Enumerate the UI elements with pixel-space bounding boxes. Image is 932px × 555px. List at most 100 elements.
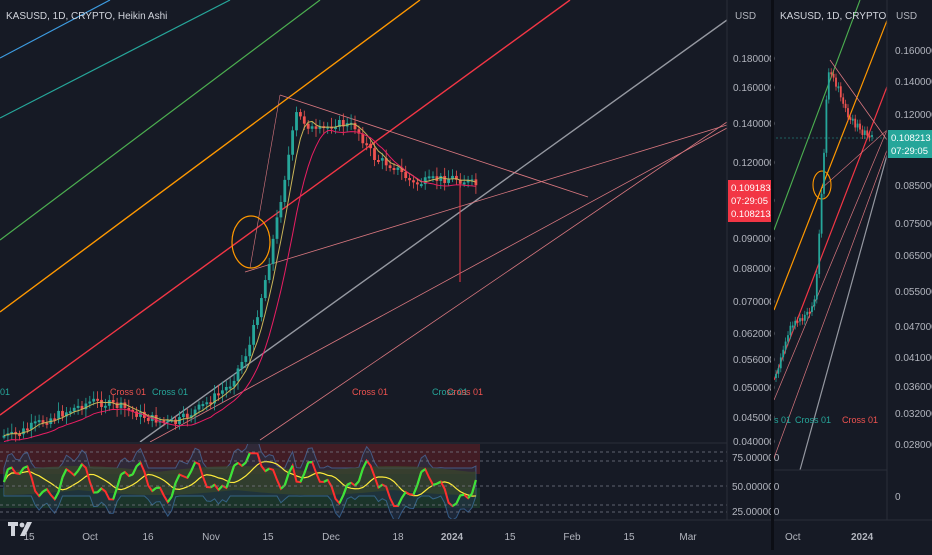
osc-up-segment (308, 462, 312, 463)
candle-body (381, 158, 384, 161)
candle-body (420, 184, 423, 186)
cross-label: Cross 01 (110, 387, 146, 397)
candle-body (811, 306, 813, 312)
candle-body (780, 357, 782, 368)
candle-body (869, 136, 871, 138)
right-price-tag: 0.108213 07:29:05 (888, 130, 932, 158)
right-candles (775, 68, 873, 382)
price-label: 0.160000 (895, 46, 932, 57)
candle-body (88, 402, 91, 404)
candle-body (365, 143, 368, 145)
right-price-axis[interactable]: 0.1600000.1400000.1200000.1000000.085000… (895, 46, 932, 451)
candle-body (792, 325, 794, 327)
candle-body (782, 350, 784, 358)
candle-body (821, 194, 823, 234)
candle-body (802, 318, 804, 321)
candle-body (852, 119, 854, 121)
candle-body (260, 298, 263, 317)
right-currency-label[interactable]: USD (896, 11, 917, 22)
candle-body (842, 97, 844, 103)
candle-body (116, 403, 119, 408)
candle-body (377, 160, 380, 162)
right-cross-labels: s 01 Cross 01 Cross 01 (774, 415, 878, 425)
candle-body (221, 390, 224, 393)
candle-body (408, 178, 411, 180)
right-osc-label: 0 (895, 492, 901, 503)
candle-body (806, 312, 808, 315)
candle-body (280, 202, 283, 217)
cross-label: 01 (0, 387, 10, 397)
candle-body (816, 274, 818, 299)
countdown: 07:29:05 (731, 196, 768, 207)
candle-body (112, 400, 115, 402)
price-label: 0.180000 (733, 54, 775, 65)
candle-body (248, 345, 251, 356)
osc-up-segment (8, 468, 12, 470)
left-chart-pane[interactable]: KASUSD, 1D, CRYPTO, Heikin Ashi 01 Cross… (0, 0, 780, 550)
candle-body (182, 414, 185, 417)
candle-body (369, 144, 372, 148)
osc-up-segment (24, 466, 28, 468)
right-time-label[interactable]: Oct (785, 532, 801, 543)
price-label: 0.120000 (895, 110, 932, 121)
right-chart-pane[interactable]: KASUSD, 1D, CRYPTO s 01 Cross 01 Cross 0… (774, 0, 932, 543)
candle-body (38, 420, 41, 422)
candle-body (252, 325, 255, 345)
time-label: 15 (623, 532, 635, 543)
candle-body (291, 130, 294, 154)
candle-body (854, 119, 856, 128)
candle-body (814, 299, 816, 306)
candle-body (100, 400, 103, 407)
candle-body (42, 420, 45, 423)
candle-body (225, 387, 228, 390)
tradingview-logo-icon[interactable] (8, 518, 34, 540)
cross-label: Cross 01 (795, 415, 831, 425)
candle-body (412, 180, 415, 182)
cross-label: s 01 (774, 415, 791, 425)
candle-body (804, 315, 806, 321)
candle-body (833, 74, 835, 78)
price-tag-low: 0.108213 (731, 209, 771, 220)
time-label: 2024 (441, 532, 464, 543)
candle-body (57, 411, 60, 419)
candle-body (840, 86, 842, 97)
candle-body (373, 148, 376, 160)
candle-body (303, 116, 306, 123)
candle-body (295, 112, 298, 130)
candle-body (439, 176, 442, 181)
candle-body (850, 117, 852, 120)
candle-body (862, 130, 864, 135)
currency-label[interactable]: USD (735, 11, 756, 22)
candle-body (272, 239, 275, 264)
candle-body (443, 176, 446, 183)
cross-label: Cross 01 (152, 387, 188, 397)
cross-label: Cross 01 (447, 387, 483, 397)
time-label: Nov (202, 532, 220, 543)
candle-body (34, 421, 37, 423)
candle-body (299, 112, 302, 116)
candle-body (809, 312, 811, 314)
price-label: 0.040000 (733, 437, 775, 448)
right-time-label[interactable]: 2024 (851, 532, 874, 543)
candle-body (389, 165, 392, 168)
time-label: 16 (142, 532, 154, 543)
candle-body (22, 428, 25, 434)
candle-body (46, 423, 49, 425)
right-fan-lines[interactable] (774, 0, 905, 470)
candle-body (264, 280, 267, 298)
candle-body (799, 318, 801, 321)
candle-body (830, 72, 832, 74)
candle-body (202, 404, 205, 406)
candle-body (857, 124, 859, 128)
candle-body (866, 130, 868, 135)
price-label: 0.120000 (733, 158, 775, 169)
price-tag-high: 0.109183 (731, 183, 771, 194)
time-label: 15 (262, 532, 274, 543)
candle-body (871, 135, 873, 137)
candle-body (432, 176, 435, 178)
time-label: Oct (82, 532, 98, 543)
